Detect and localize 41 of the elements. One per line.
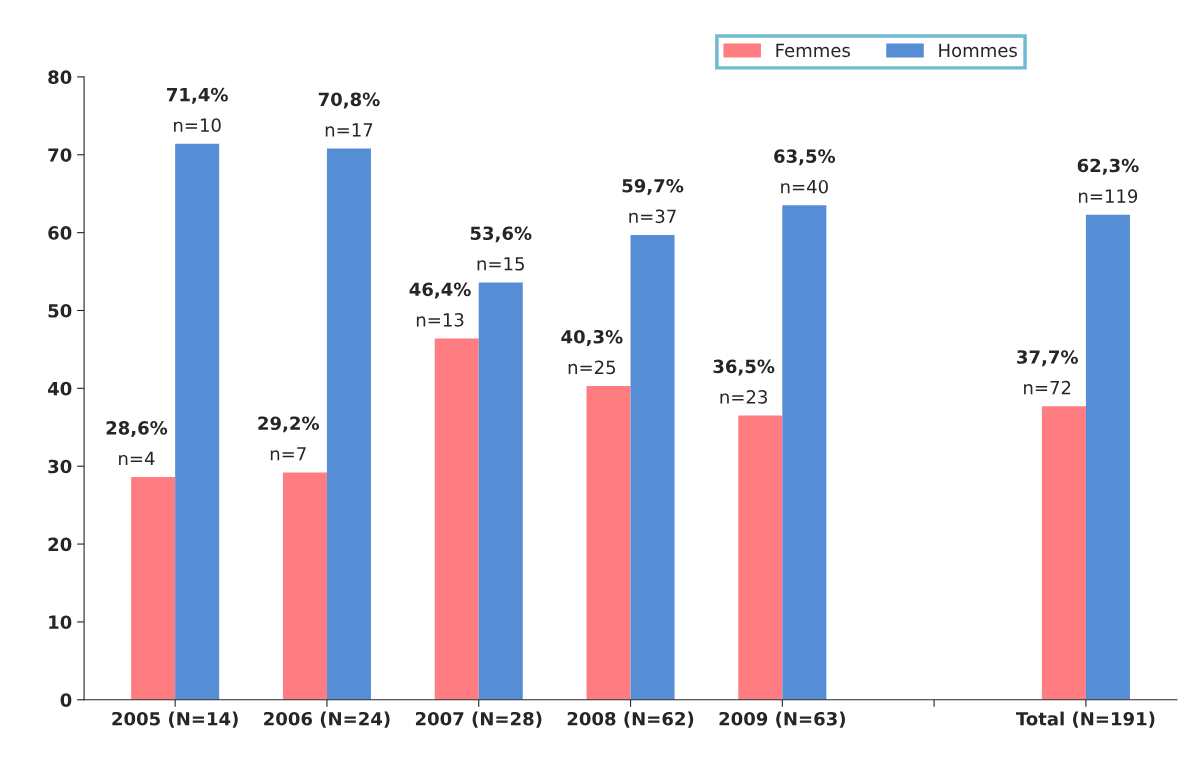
data-label: 36,5% n=23 (713, 359, 775, 404)
data-label: 63,5% n=40 (774, 149, 836, 194)
y-tick-label: 40 (47, 381, 72, 396)
y-tick-label: 50 (48, 303, 72, 318)
x-tick-label: 2005 (N=14) (112, 711, 238, 728)
legend-label: Hommes (939, 43, 1017, 58)
y-tick-label: 60 (48, 226, 72, 240)
y-tick-label: 10 (49, 615, 72, 630)
bar (1085, 214, 1130, 700)
bar (782, 205, 827, 700)
x-tick-label: 2008 (N=62) (567, 711, 694, 728)
data-label: 59,7% n=37 (622, 178, 684, 224)
bar (175, 143, 220, 700)
data-label: 62,3% n=119 (1077, 158, 1139, 203)
data-label: 46,4% n=13 (409, 282, 471, 327)
legend-label: Femmes (776, 43, 850, 58)
data-label: 70,8% n=17 (318, 92, 380, 137)
bar (630, 234, 675, 700)
data-label: 53,6% n=15 (470, 226, 532, 271)
bar (131, 477, 176, 700)
y-tick-label: 70 (48, 148, 72, 162)
data-label: 71,4% n=10 (167, 87, 228, 133)
data-label: 28,6% n=4 (106, 421, 168, 466)
bar (326, 148, 371, 700)
bar (738, 415, 783, 700)
data-label: 37,7% n=72 (1017, 350, 1078, 395)
y-tick-label: 80 (48, 70, 72, 85)
x-tick-label: 2007 (N=28) (415, 711, 542, 728)
data-label: 40,3% n=25 (561, 329, 623, 375)
bar (478, 282, 523, 700)
y-tick-label: 30 (48, 459, 72, 474)
bar (282, 472, 327, 700)
data-label: 29,2% n=7 (258, 416, 320, 461)
x-tick-label: 2009 (N=63) (719, 711, 845, 728)
bar (1041, 406, 1086, 700)
x-tick-label: 2006 (N=24) (264, 711, 390, 728)
bar (586, 386, 631, 700)
bar (434, 338, 479, 700)
y-tick-label: 0 (60, 693, 72, 707)
y-tick-label: 20 (48, 537, 72, 552)
x-tick-label: Total (N=191) (1015, 711, 1155, 728)
